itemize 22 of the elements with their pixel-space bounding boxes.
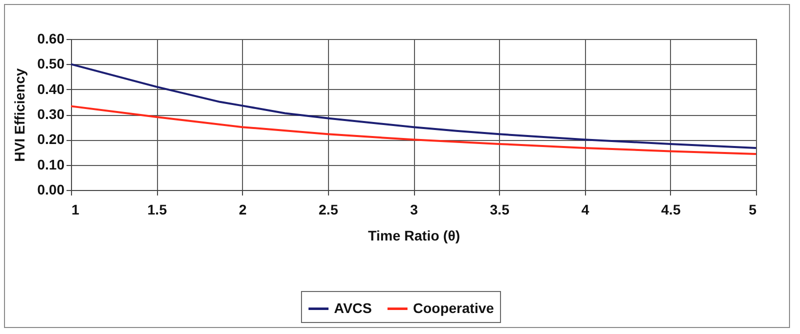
- y-tick-label: 0.00: [37, 182, 65, 198]
- x-tick-label: 5: [748, 202, 757, 218]
- y-tick-label: 0.60: [37, 30, 65, 46]
- y-tick-label: 0.10: [37, 156, 65, 172]
- x-tick-label: 3: [410, 202, 418, 218]
- y-tick-label: 0.50: [37, 56, 65, 72]
- x-tick-label: 4.5: [661, 202, 681, 218]
- x-axis-title: Time Ratio (θ): [368, 228, 460, 244]
- x-tick-label: 2: [238, 202, 247, 218]
- line-series: [70, 63, 757, 149]
- x-tick-label: 2.5: [318, 202, 338, 218]
- x-tick-label: 1: [72, 202, 80, 218]
- y-tick-label: 0.20: [37, 131, 65, 148]
- line-series: [70, 105, 757, 156]
- legend-label: AVCS: [334, 300, 372, 316]
- x-tick-label: 3.5: [490, 202, 510, 218]
- x-tick-label: 1.5: [147, 202, 168, 218]
- y-axis-title: HVI Efficiency: [11, 68, 28, 162]
- y-tick-label: 0.30: [37, 106, 65, 122]
- x-tick-label: 4: [581, 202, 590, 218]
- legend-label: Cooperative: [413, 300, 494, 316]
- y-tick-label: 0.40: [37, 80, 65, 97]
